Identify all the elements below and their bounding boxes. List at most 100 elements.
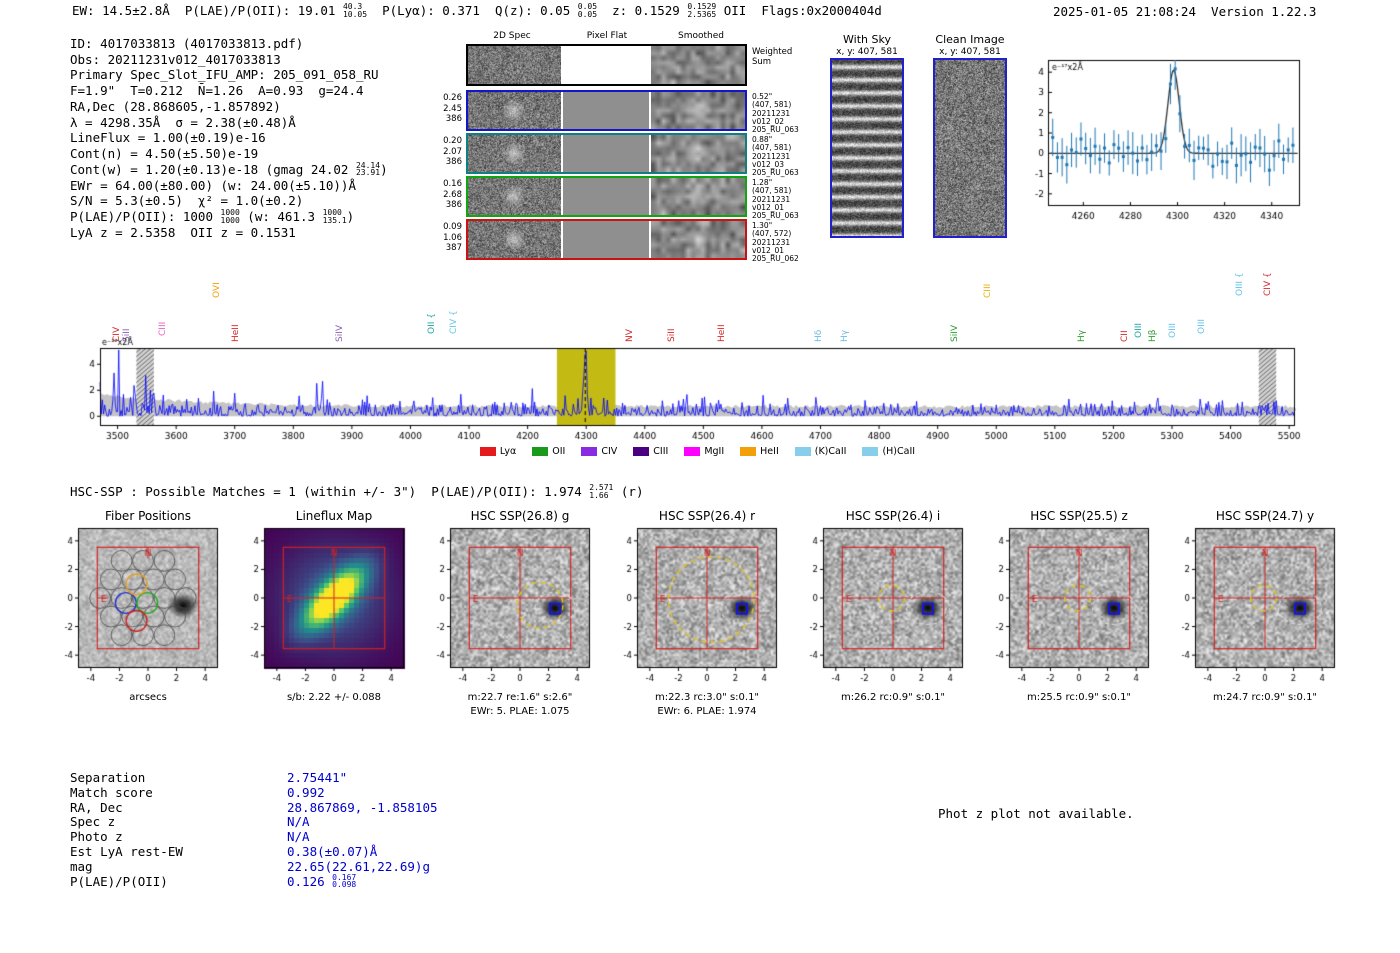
stacked-fraction: 0.167 0.098 <box>332 872 357 890</box>
legend-swatch <box>862 447 879 456</box>
spectrum-line-legend: Lyα OII CIV CIII MgII HeII (K)CaII (H)CaII <box>100 446 1295 457</box>
cutout-image-fiber <box>42 526 228 698</box>
cutout-caption: m:22.7 re:1.6" s:2.6" <box>467 692 573 703</box>
spec2d-row-right-labels: 0.52" (407, 581) 20211231 v012_02 205_RU_063 <box>752 92 799 135</box>
pixel-flat-image <box>563 46 649 84</box>
pixel-flat-image <box>563 135 649 172</box>
spec2d-row-right-labels: 1.28" (407, 581) 20211231 v012_01 205_RU_063 <box>752 178 799 221</box>
pixel-flat-image <box>563 92 649 129</box>
spectral-line-label: CIV { <box>1262 272 1273 296</box>
pixel-flat-image <box>563 221 649 258</box>
spec2d-image <box>468 178 561 215</box>
spec2d-column-header: Pixel Flat <box>586 31 628 41</box>
cutout-image-hsc <box>973 526 1159 698</box>
spec2d-column-header: 2D Spec <box>493 31 531 41</box>
spec2d-row-left-labels: 0.09 1.06 387 <box>443 222 462 253</box>
smoothed-image <box>651 178 745 215</box>
spectral-line-label: CIV { <box>448 310 459 334</box>
header-summary: EW: 14.5±2.8Å P(LAE)/P(OII): 19.01 40.3 1… <box>72 2 882 19</box>
info-line: Obs: 20211231v012_4017033813 <box>70 51 281 67</box>
spec2d-row <box>466 133 747 174</box>
cutout-caption: m:22.3 rc:3.0" s:0.1" <box>654 692 760 703</box>
spec2d-row <box>466 219 747 260</box>
cutout-title: HSC SSP(26.8) g <box>470 509 570 523</box>
legend-label: (K)CaII <box>814 446 847 457</box>
spec2d-image <box>468 92 561 129</box>
cutout-image-hsc <box>601 526 787 698</box>
cutout-title: Lineflux Map <box>295 509 373 523</box>
info-line: LyA z = 2.5358 OII z = 0.1531 <box>70 225 296 241</box>
cutout-title: HSC SSP(26.4) r <box>658 509 756 523</box>
legend-label: CIII <box>653 446 669 457</box>
legend-swatch <box>684 447 701 456</box>
cutout-title: HSC SSP(24.7) y <box>1215 509 1315 523</box>
photz-note: Phot z plot not available. <box>938 806 1134 821</box>
sky-panel-title: Clean Image <box>935 33 1005 46</box>
match-table-label: Est LyA rest-EW <box>70 843 183 859</box>
match-table-row: Match score 0.992 <box>70 785 438 800</box>
legend-label: HeII <box>760 446 779 457</box>
info-line: RA,Dec (28.868605,-1.857892) <box>70 98 281 114</box>
cutout-title: Fiber Positions <box>104 509 192 523</box>
cutout-image-hsc <box>414 526 600 698</box>
legend-swatch <box>740 447 757 456</box>
pixel-flat-image <box>563 178 649 215</box>
match-table-value: 22.65(22.61,22.69)g <box>287 858 430 874</box>
match-table-value: 28.867869, -1.858105 <box>287 799 438 815</box>
cutout-image-hsc <box>787 526 973 698</box>
full-spectrum-plot <box>36 336 1328 444</box>
legend-label: Lyα <box>499 446 517 457</box>
match-table-value: N/A <box>287 814 310 830</box>
spec2d-row-right-labels: 1.30" (407, 572) 20211231 v012_01 205_RU_062 <box>752 221 799 264</box>
stacked-fraction: 40.3 10.05 <box>342 2 368 19</box>
cutout-caption: m:26.2 rc:0.9" s:0.1" <box>840 692 946 703</box>
info-line: ID: 4017033813 (4017033813.pdf) <box>70 36 304 51</box>
match-table-value: 0.38(±0.07)Å <box>287 843 378 859</box>
stacked-fraction: 0.1529 2.5365 <box>687 2 717 19</box>
spectral-line-label: OII { <box>427 313 438 334</box>
match-table-label: RA, Dec <box>70 799 123 815</box>
spectral-line-labels: CIVSiIICIIIOVIHeIISiIVOII {CIV {NVSiIIHe… <box>36 254 1328 342</box>
match-table-row: RA, Dec 28.867869, -1.858105 <box>70 800 438 815</box>
match-table-row: Spec z N/A <box>70 814 438 829</box>
smoothed-image <box>651 92 745 129</box>
spec2d-column-header: Smoothed <box>678 31 724 41</box>
info-line: P(LAE)/P(OII): 1000 1000 1000 (w: 461.3 1… <box>70 208 355 225</box>
legend-swatch <box>581 447 598 456</box>
cutout-caption2: EWr: 5. PLAE: 1.075 <box>470 706 570 717</box>
smoothed-image <box>651 221 745 258</box>
legend-label: (H)CaII <box>882 446 916 457</box>
match-table-value: 2.75441" <box>287 770 348 785</box>
match-table-label: mag <box>70 858 93 874</box>
spec2d-row-right-labels: 0.88" (407, 581) 20211231 v012_03 205_RU_063 <box>752 135 799 178</box>
info-line: F=1.9" T=0.212 N̄=1.26 A=0.93 g=24.4 <box>70 83 364 99</box>
line-fit-zoom-plot <box>1008 46 1308 232</box>
match-table-value: N/A <box>287 829 310 845</box>
spec2d-row <box>466 176 747 217</box>
spec2d-row <box>466 44 747 86</box>
legend-item: (K)CaII <box>794 446 847 457</box>
stacked-fraction: 1000 135.1 <box>322 208 347 225</box>
match-table-value: 0.992 <box>287 784 325 800</box>
match-details-table: Separation 2.75441" Match score 0.992 RA, De… <box>70 770 438 890</box>
info-line: LineFlux = 1.00(±0.19)e-16 <box>70 130 266 146</box>
detection-info-block: ID: 4017033813 (4017033813.pdf) Obs: 2021… <box>70 36 388 241</box>
stacked-fraction: 1000 1000 <box>220 208 240 225</box>
spec2d-row-left-labels: 0.20 2.07 386 <box>443 136 462 167</box>
legend-label: OII <box>552 446 566 457</box>
cutout-caption: arcsecs <box>129 692 167 703</box>
spectral-line-label: OIII { <box>1235 272 1246 296</box>
legend-swatch <box>633 447 650 456</box>
legend-swatch <box>479 447 496 456</box>
spec2d-row-left-labels: 0.16 2.68 386 <box>443 179 462 210</box>
info-line: Cont(n) = 4.50(±5.50)e-19 <box>70 145 259 161</box>
info-line: EWr = 64.00(±80.00) (w: 24.00(±5.10))Å <box>70 177 356 193</box>
match-table-value: 0.126 0.167 0.098 <box>287 872 357 890</box>
legend-item: CIII <box>633 446 668 457</box>
sky-panel-image <box>933 58 1007 238</box>
smoothed-image <box>651 46 745 84</box>
spec2d-row-left-labels: 0.26 2.45 386 <box>443 93 462 124</box>
stacked-fraction: 24.14 23.91 <box>355 160 381 178</box>
legend-item: HeII <box>740 446 779 457</box>
